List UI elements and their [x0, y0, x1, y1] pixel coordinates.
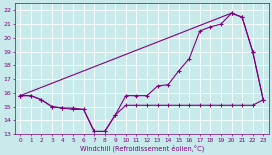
X-axis label: Windchill (Refroidissement éolien,°C): Windchill (Refroidissement éolien,°C) [79, 144, 204, 152]
